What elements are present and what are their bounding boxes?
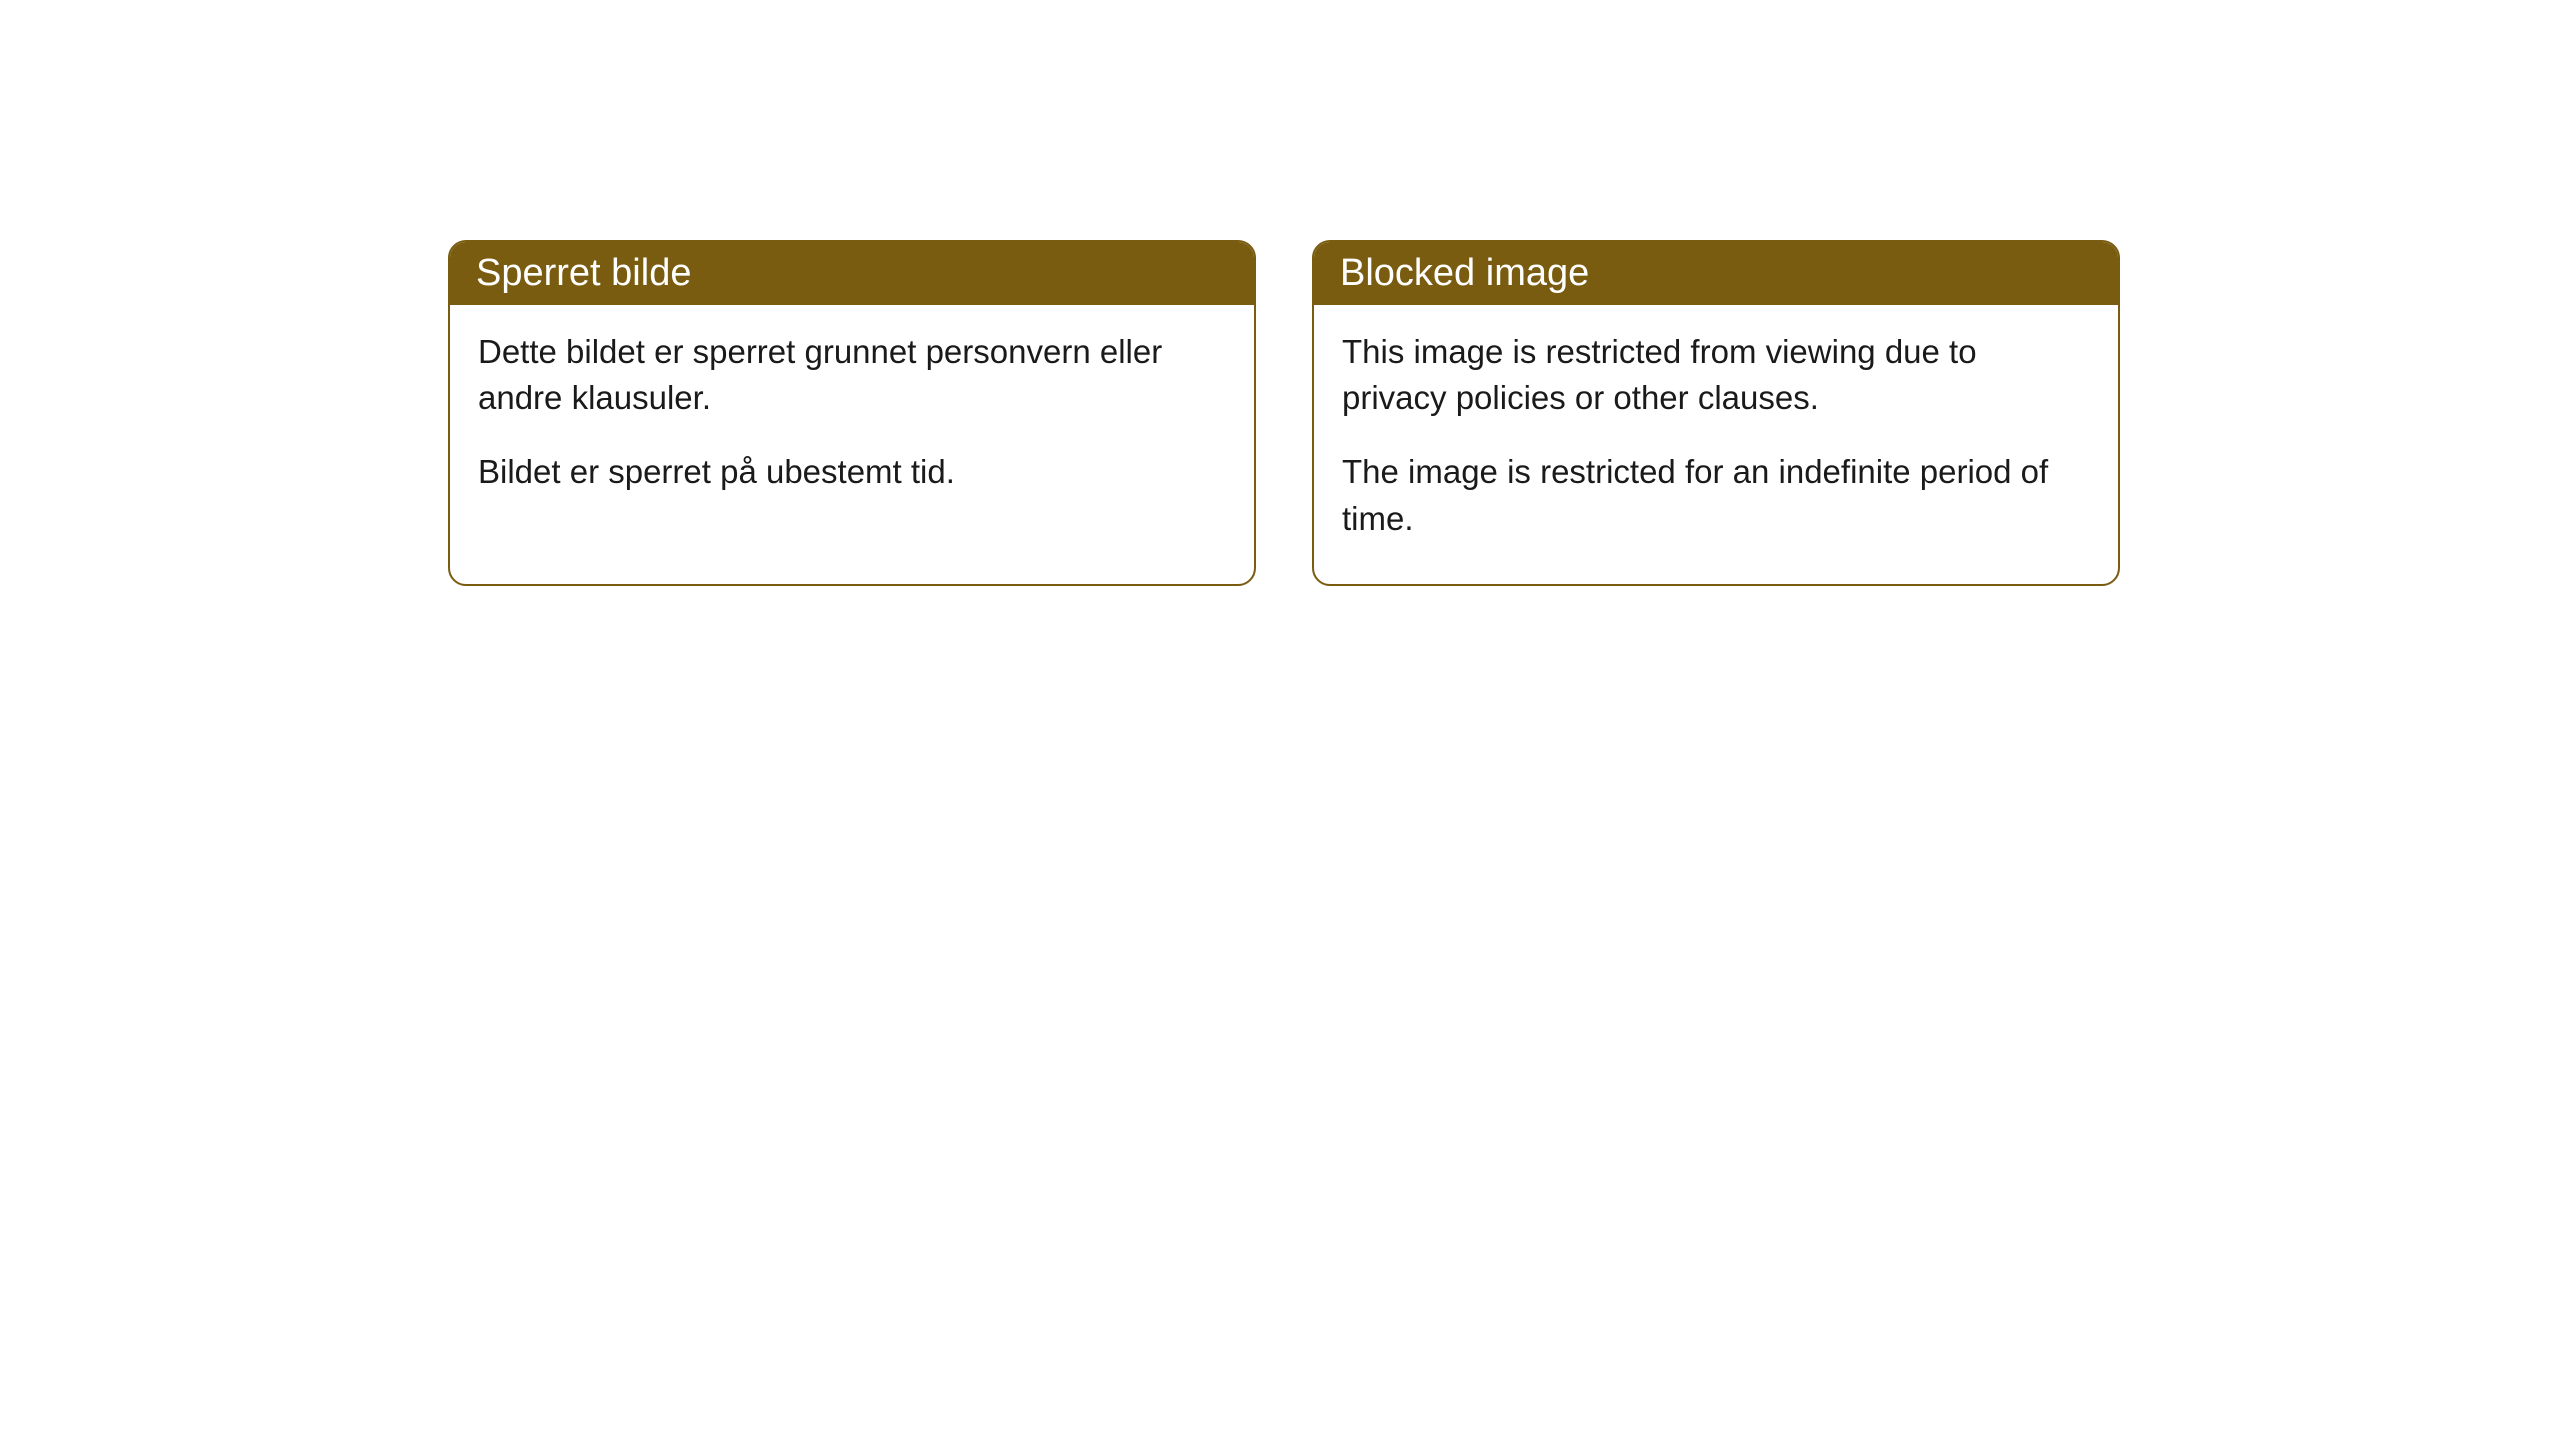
notice-cards-container: Sperret bilde Dette bildet er sperret gr… <box>448 240 2120 586</box>
card-header-no: Sperret bilde <box>450 242 1254 305</box>
card-header-en: Blocked image <box>1314 242 2118 305</box>
card-body-en: This image is restricted from viewing du… <box>1314 305 2118 584</box>
card-body-no: Dette bildet er sperret grunnet personve… <box>450 305 1254 538</box>
card-title-no: Sperret bilde <box>476 252 691 294</box>
card-paragraph-no-1: Dette bildet er sperret grunnet personve… <box>478 329 1226 421</box>
card-paragraph-en-1: This image is restricted from viewing du… <box>1342 329 2090 421</box>
blocked-image-card-no: Sperret bilde Dette bildet er sperret gr… <box>448 240 1256 586</box>
card-paragraph-no-2: Bildet er sperret på ubestemt tid. <box>478 449 1226 495</box>
blocked-image-card-en: Blocked image This image is restricted f… <box>1312 240 2120 586</box>
card-paragraph-en-2: The image is restricted for an indefinit… <box>1342 449 2090 541</box>
card-title-en: Blocked image <box>1340 252 1589 294</box>
